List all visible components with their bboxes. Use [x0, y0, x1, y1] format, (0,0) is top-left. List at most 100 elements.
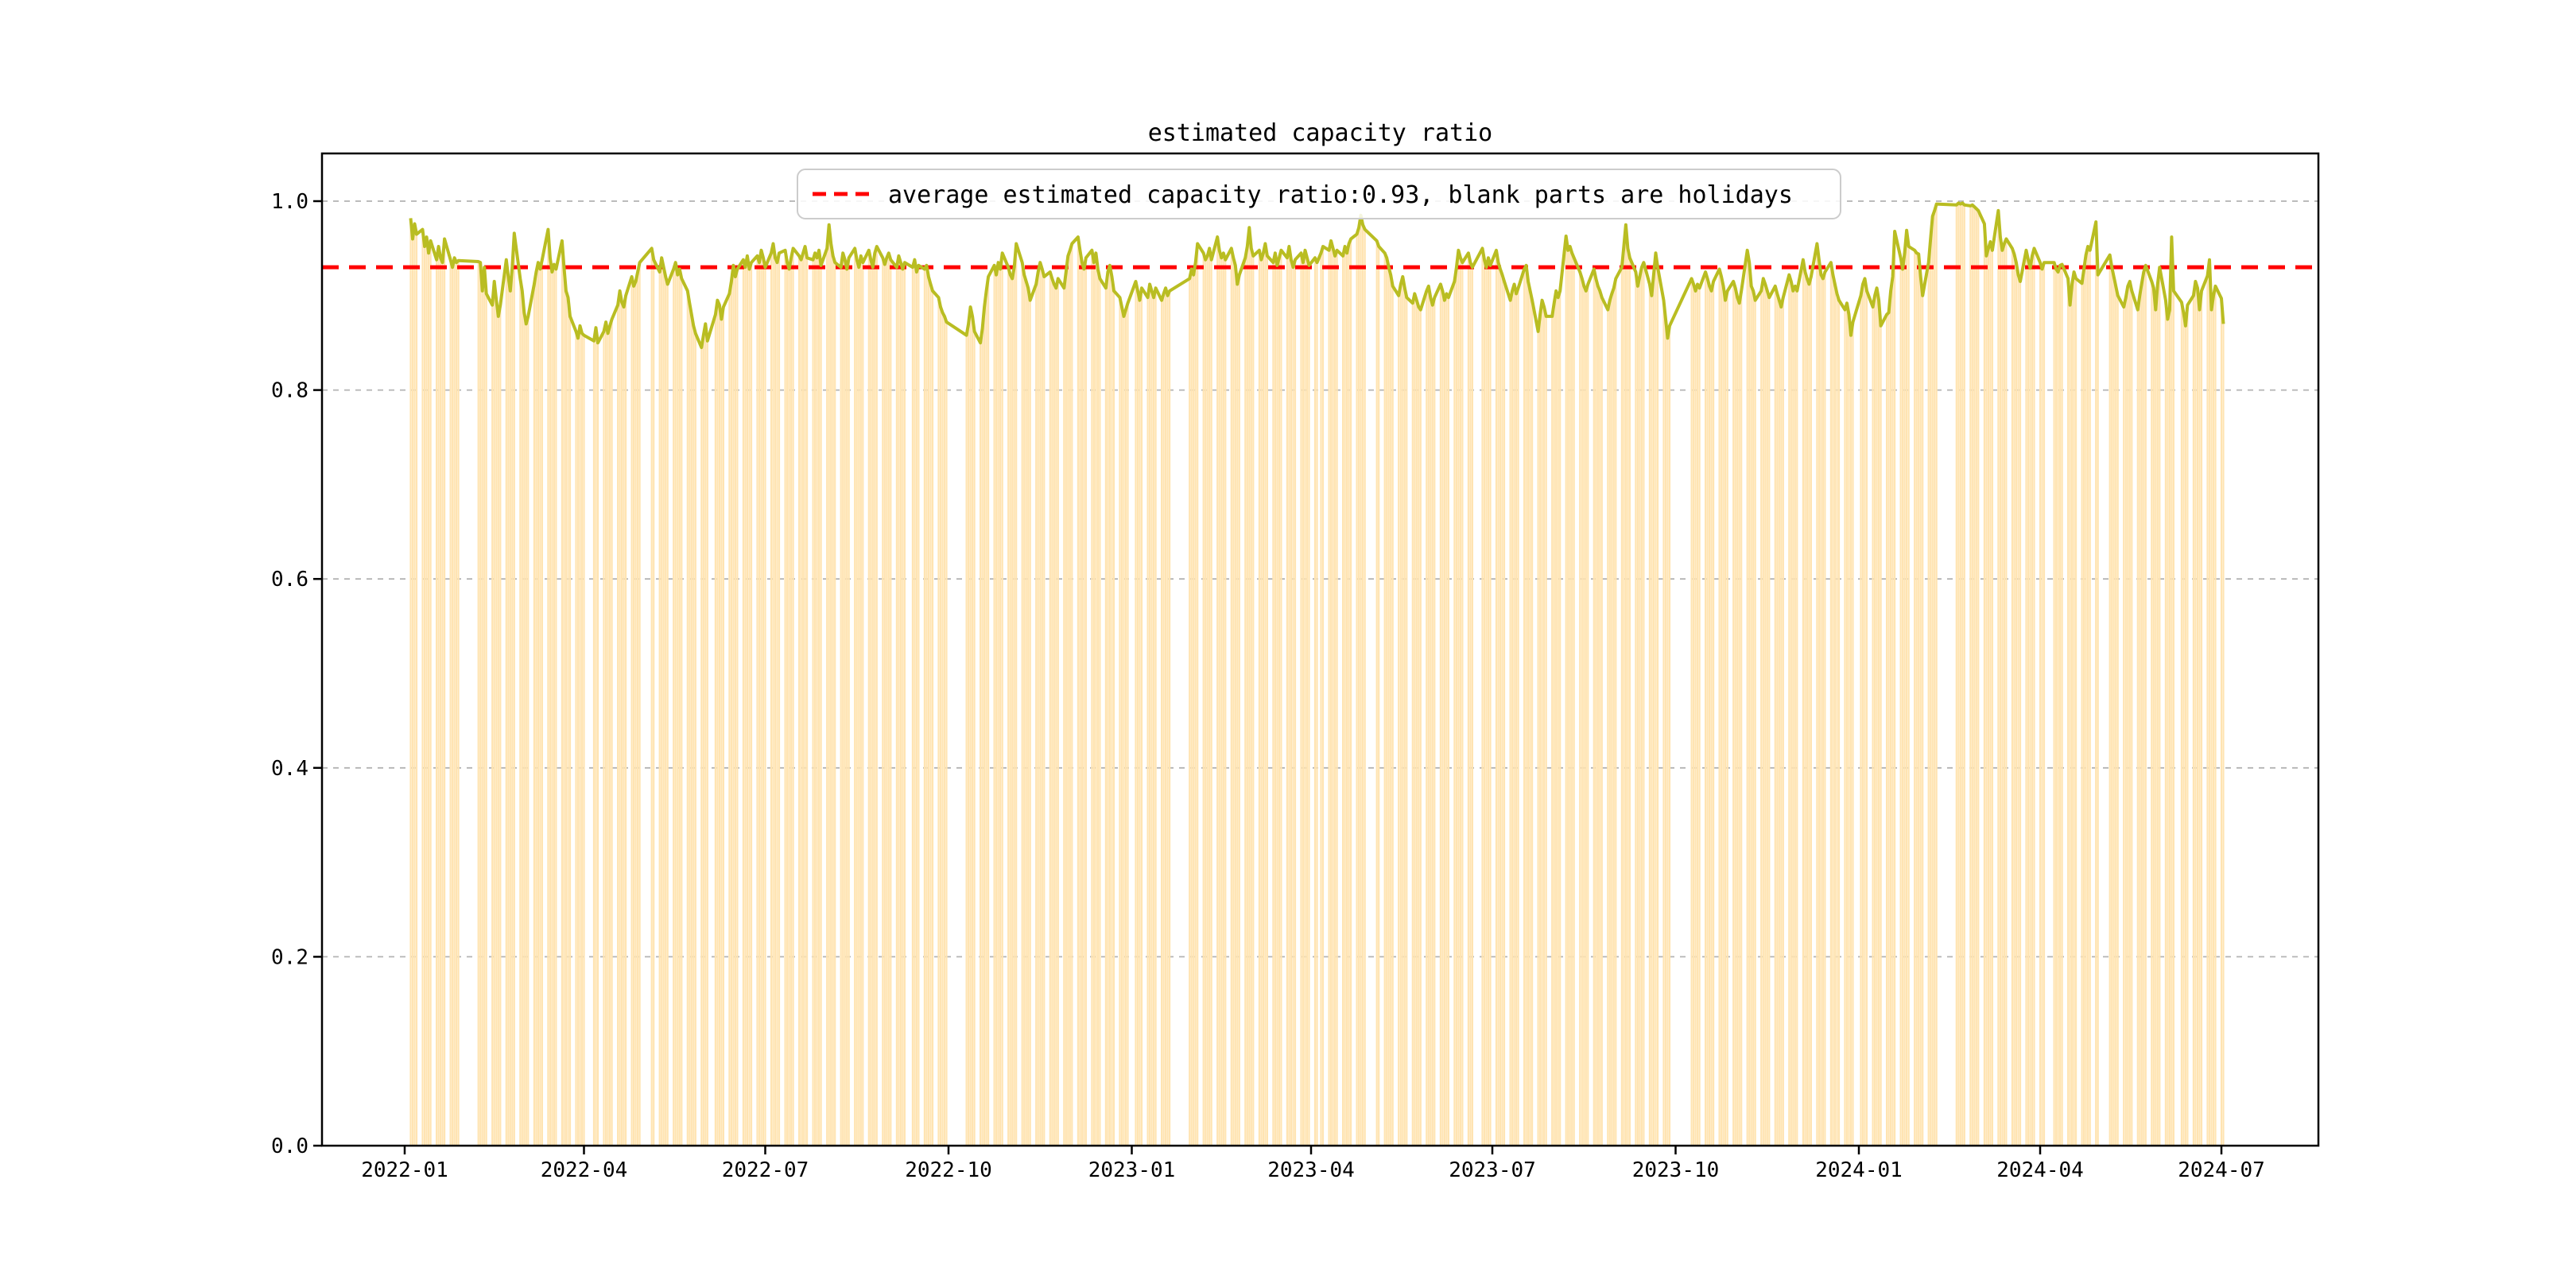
workday-bar [1278, 258, 1280, 1146]
workday-bar [1721, 277, 1723, 1146]
workday-bar [1250, 248, 1252, 1146]
workday-bar [1963, 204, 1965, 1146]
workday-bar [481, 290, 483, 1146]
workday-bar [551, 272, 553, 1146]
workday-bar [760, 250, 762, 1146]
workday-bar [1515, 293, 1518, 1146]
workday-bar [2139, 295, 2141, 1146]
workday-bar [2214, 285, 2217, 1146]
workday-bar [1418, 307, 1420, 1146]
workday-bar [1043, 277, 1046, 1146]
workday-bar [1902, 269, 1904, 1146]
workday-bar [1849, 335, 1852, 1146]
workday-bar [716, 300, 719, 1146]
workday-bar [1313, 258, 1317, 1146]
workday-bar [1332, 248, 1334, 1146]
workday-bar [1415, 300, 1418, 1146]
workday-bar [1069, 250, 1071, 1146]
workday-bar [1489, 265, 1492, 1146]
workday-bar [1485, 267, 1488, 1146]
workday-bar [1342, 255, 1344, 1146]
workday-bar [1766, 290, 1768, 1146]
workday-bar [871, 267, 874, 1146]
workday-bar [1778, 300, 1780, 1146]
workday-bar [1471, 267, 1473, 1146]
workday-bar [1600, 297, 1603, 1146]
workday-bar [1874, 295, 1876, 1146]
workday-bar [870, 259, 872, 1146]
workday-bar [818, 250, 821, 1146]
workday-bar [650, 248, 653, 1146]
workday-bar [1820, 274, 1822, 1146]
workday-bar [1782, 297, 1784, 1146]
workday-bar [1497, 262, 1499, 1146]
workday-bar [874, 253, 876, 1146]
workday-bar [1726, 290, 1728, 1146]
workday-bar [1934, 210, 1936, 1146]
workday-bar [1754, 300, 1756, 1146]
workday-bar [409, 218, 412, 1146]
workday-bar [1123, 316, 1125, 1146]
workday-bar [1991, 250, 1993, 1146]
workday-bar [2167, 319, 2169, 1146]
workday-bar [1983, 223, 1985, 1146]
workday-bar [1844, 309, 1846, 1146]
workday-bar [519, 278, 522, 1146]
workday-bar [842, 253, 844, 1146]
workday-bar [762, 258, 765, 1146]
y-tick-label: 0.0 [271, 1135, 308, 1158]
workday-bar [1169, 290, 1171, 1146]
workday-bar [1804, 272, 1806, 1146]
workday-bar [855, 259, 858, 1146]
workday-bar [1623, 246, 1625, 1146]
workday-bar [1690, 278, 1693, 1146]
workday-bar [1065, 272, 1067, 1146]
workday-bar [424, 246, 426, 1146]
workday-bar [1596, 285, 1599, 1146]
workday-bar [1567, 250, 1569, 1146]
workday-bar [1350, 239, 1352, 1146]
workday-bar [1973, 207, 1976, 1146]
workday-bar [611, 319, 613, 1146]
plot-border [320, 152, 2320, 1147]
x-tick-label: 2023-07 [1449, 1158, 1536, 1182]
workday-bar [790, 258, 793, 1146]
workday-bar [1531, 300, 1534, 1146]
workday-bar [914, 259, 916, 1146]
workday-bar [637, 272, 639, 1146]
workday-bar [993, 265, 995, 1146]
workday-bar [840, 267, 842, 1146]
workday-bar [1989, 242, 1992, 1146]
workday-bar [875, 246, 878, 1146]
workday-bar [1545, 316, 1547, 1146]
workday-bar [1348, 243, 1350, 1146]
workday-bar [1894, 231, 1896, 1146]
workday-bar [1266, 255, 1268, 1146]
workday-bar [1441, 290, 1444, 1146]
workday-bar [537, 262, 539, 1146]
workday-bar [1821, 278, 1824, 1146]
workday-bar [1015, 243, 1018, 1146]
workday-bar [553, 264, 555, 1146]
workday-bar [1790, 281, 1792, 1146]
workday-bar [1886, 314, 1888, 1146]
workday-bar [1611, 293, 1613, 1146]
workday-bar [411, 239, 414, 1146]
workday-bar [2005, 239, 2008, 1146]
workday-bar [533, 284, 535, 1146]
workday-bar [1666, 338, 1669, 1146]
workday-bar [2041, 269, 2043, 1146]
workday-bar [983, 307, 986, 1146]
workday-bar [2172, 290, 2174, 1146]
workday-bar [692, 325, 695, 1146]
workday-bar [1788, 274, 1790, 1146]
workday-bar [1816, 243, 1818, 1146]
workday-bar [1852, 322, 1854, 1146]
workday-bar [1810, 277, 1812, 1146]
workday-bar [1774, 285, 1776, 1146]
workday-bar [997, 262, 999, 1146]
workday-bar [923, 269, 925, 1146]
workday-bar [2025, 250, 2027, 1146]
workday-bar [718, 305, 720, 1146]
workday-bar [592, 340, 596, 1146]
